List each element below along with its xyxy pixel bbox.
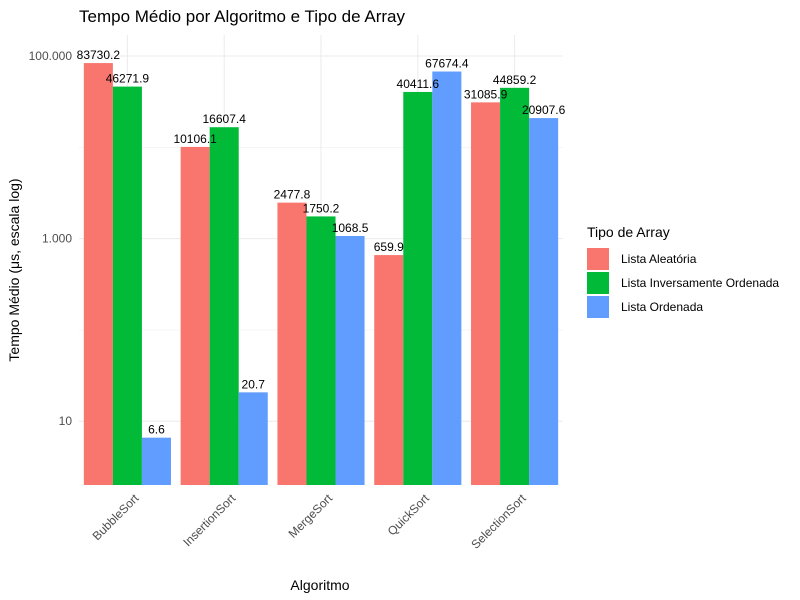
x-axis-ticks: BubbleSort InsertionSort MergeSort QuickSor… — [90, 491, 530, 552]
bar — [432, 71, 462, 485]
bar — [238, 392, 268, 485]
data-label: 44859.2 — [493, 73, 537, 87]
data-label: 31085.9 — [464, 87, 508, 101]
bar — [180, 146, 210, 485]
bar — [471, 102, 501, 485]
data-labels: 83730.2 10106.1 2477.8 659.9 31085.9 46271.9 1… — [77, 48, 566, 437]
data-label: 1068.5 — [332, 221, 369, 235]
data-label: 16607.4 — [203, 112, 247, 126]
x-tick-label: MergeSort — [286, 491, 336, 541]
bar — [83, 63, 113, 485]
bar — [141, 437, 171, 485]
x-tick-label: BubbleSort — [90, 491, 142, 543]
legend-key — [587, 272, 609, 294]
x-axis-title: Algoritmo — [290, 577, 349, 593]
data-label: 40411.6 — [397, 77, 440, 91]
y-tick-label: 10 — [59, 414, 73, 428]
legend-key — [587, 296, 609, 318]
data-label: 6.6 — [148, 423, 165, 437]
bar — [277, 202, 307, 485]
x-tick-label: QuickSort — [385, 491, 433, 539]
y-tick-label: 100.000 — [29, 49, 73, 63]
y-axis-ticks: 10 1.000 100.000 — [29, 49, 73, 428]
x-tick-label: SelectionSort — [468, 491, 529, 552]
chart-title: Tempo Médio por Algoritmo e Tipo de Arra… — [79, 7, 405, 26]
data-label: 1750.2 — [303, 201, 340, 215]
bar — [403, 91, 433, 486]
bar — [112, 86, 142, 486]
data-label: 659.9 — [374, 240, 404, 254]
data-label: 83730.2 — [77, 48, 121, 62]
legend-title: Tipo de Array — [587, 224, 670, 240]
legend-label: Lista Inversamente Ordenada — [621, 276, 779, 290]
data-label: 20907.6 — [522, 103, 566, 117]
bar — [306, 216, 336, 485]
y-tick-label: 1.000 — [42, 232, 72, 246]
data-label: 2477.8 — [274, 188, 311, 202]
y-axis-title: Tempo Médio (μs, escala log) — [6, 178, 22, 361]
bar — [374, 255, 404, 485]
data-label: 67674.4 — [425, 57, 469, 71]
legend: Tipo de Array Lista Aleatória Lista Inver… — [587, 224, 779, 318]
bar — [500, 87, 530, 486]
data-label: 10106.1 — [173, 132, 217, 146]
bar — [529, 118, 559, 486]
bar — [209, 127, 239, 486]
legend-label: Lista Aleatória — [621, 252, 697, 266]
bars — [83, 63, 559, 486]
legend-label: Lista Ordenada — [621, 300, 703, 314]
data-label: 46271.9 — [106, 72, 150, 86]
data-label: 20.7 — [242, 377, 266, 391]
x-tick-label: InsertionSort — [180, 491, 238, 549]
legend-key — [587, 248, 609, 270]
bar — [335, 235, 365, 485]
